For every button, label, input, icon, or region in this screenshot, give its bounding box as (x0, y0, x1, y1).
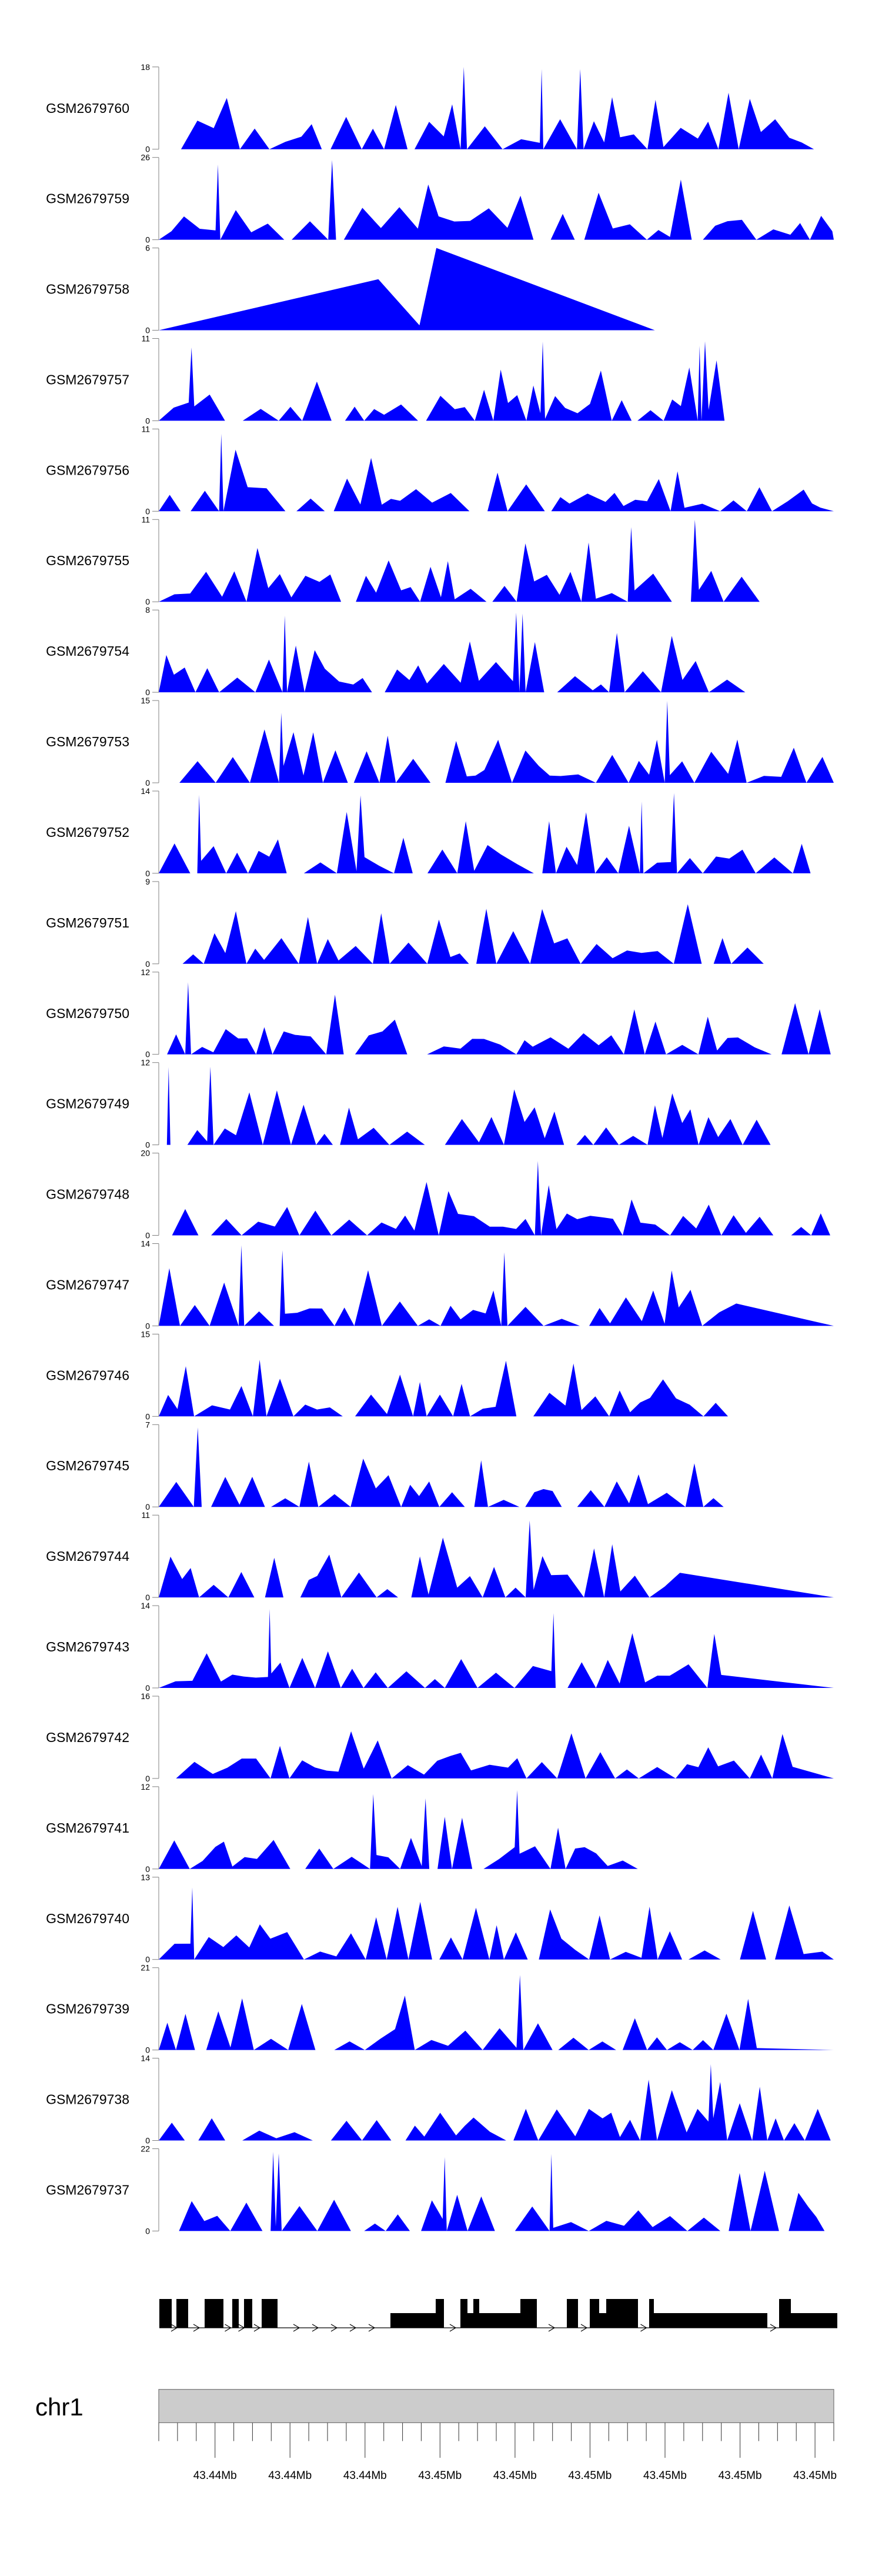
svg-text:26: 26 (141, 153, 150, 162)
svg-text:43.45Mb: 43.45Mb (643, 2470, 687, 2482)
svg-text:11: 11 (141, 515, 150, 524)
svg-text:GSM2679737: GSM2679737 (46, 2183, 129, 2198)
svg-text:GSM2679760: GSM2679760 (46, 101, 129, 116)
svg-text:16: 16 (141, 1691, 150, 1701)
svg-text:18: 18 (141, 62, 150, 72)
svg-text:8: 8 (145, 605, 150, 615)
svg-text:43.45Mb: 43.45Mb (418, 2470, 462, 2482)
svg-text:14: 14 (141, 1601, 150, 1610)
svg-text:GSM2679749: GSM2679749 (46, 1096, 129, 1112)
svg-text:43.44Mb: 43.44Mb (268, 2470, 312, 2482)
svg-text:14: 14 (141, 2054, 150, 2063)
svg-text:43.44Mb: 43.44Mb (343, 2470, 387, 2482)
svg-text:9: 9 (145, 877, 150, 886)
svg-text:43.45Mb: 43.45Mb (793, 2470, 837, 2482)
svg-text:7: 7 (145, 1420, 150, 1429)
svg-text:GSM2679741: GSM2679741 (46, 1820, 129, 1836)
svg-text:GSM2679758: GSM2679758 (46, 282, 129, 297)
svg-text:GSM2679754: GSM2679754 (46, 643, 129, 659)
svg-text:15: 15 (141, 696, 150, 705)
svg-text:43.45Mb: 43.45Mb (493, 2470, 537, 2482)
svg-text:11: 11 (141, 424, 150, 433)
svg-text:GSM2679740: GSM2679740 (46, 1911, 129, 1926)
svg-text:21: 21 (141, 1963, 150, 1973)
svg-text:GSM2679745: GSM2679745 (46, 1458, 129, 1473)
svg-text:6: 6 (145, 243, 150, 253)
svg-text:20: 20 (141, 1149, 150, 1158)
svg-text:GSM2679752: GSM2679752 (46, 825, 129, 840)
svg-text:GSM2679742: GSM2679742 (46, 1730, 129, 1745)
svg-text:12: 12 (141, 1782, 150, 1791)
svg-text:GSM2679755: GSM2679755 (46, 553, 129, 568)
svg-text:14: 14 (141, 1239, 150, 1249)
svg-text:GSM2679750: GSM2679750 (46, 1006, 129, 1021)
svg-text:GSM2679739: GSM2679739 (46, 2001, 129, 2017)
svg-text:43.44Mb: 43.44Mb (193, 2470, 237, 2482)
svg-text:GSM2679738: GSM2679738 (46, 2092, 129, 2107)
svg-text:GSM2679746: GSM2679746 (46, 1367, 129, 1383)
svg-text:43.45Mb: 43.45Mb (719, 2470, 762, 2482)
svg-text:GSM2679759: GSM2679759 (46, 191, 129, 206)
svg-text:chr1: chr1 (35, 2393, 83, 2421)
svg-text:GSM2679743: GSM2679743 (46, 1639, 129, 1654)
svg-text:GSM2679757: GSM2679757 (46, 372, 129, 388)
svg-text:14: 14 (141, 786, 150, 796)
svg-text:11: 11 (141, 334, 150, 343)
svg-text:13: 13 (141, 1873, 150, 1882)
svg-text:GSM2679744: GSM2679744 (46, 1549, 129, 1564)
svg-text:12: 12 (141, 967, 150, 977)
svg-text:GSM2679748: GSM2679748 (46, 1187, 129, 1202)
svg-text:0: 0 (145, 2226, 150, 2235)
svg-text:12: 12 (141, 1058, 150, 1067)
svg-text:GSM2679751: GSM2679751 (46, 915, 129, 930)
svg-text:15: 15 (141, 1329, 150, 1339)
svg-text:43.45Mb: 43.45Mb (568, 2470, 612, 2482)
svg-text:22: 22 (141, 2144, 150, 2154)
svg-text:GSM2679747: GSM2679747 (46, 1277, 129, 1292)
svg-text:GSM2679753: GSM2679753 (46, 734, 129, 749)
svg-text:11: 11 (141, 1510, 150, 1520)
svg-text:GSM2679756: GSM2679756 (46, 462, 129, 478)
